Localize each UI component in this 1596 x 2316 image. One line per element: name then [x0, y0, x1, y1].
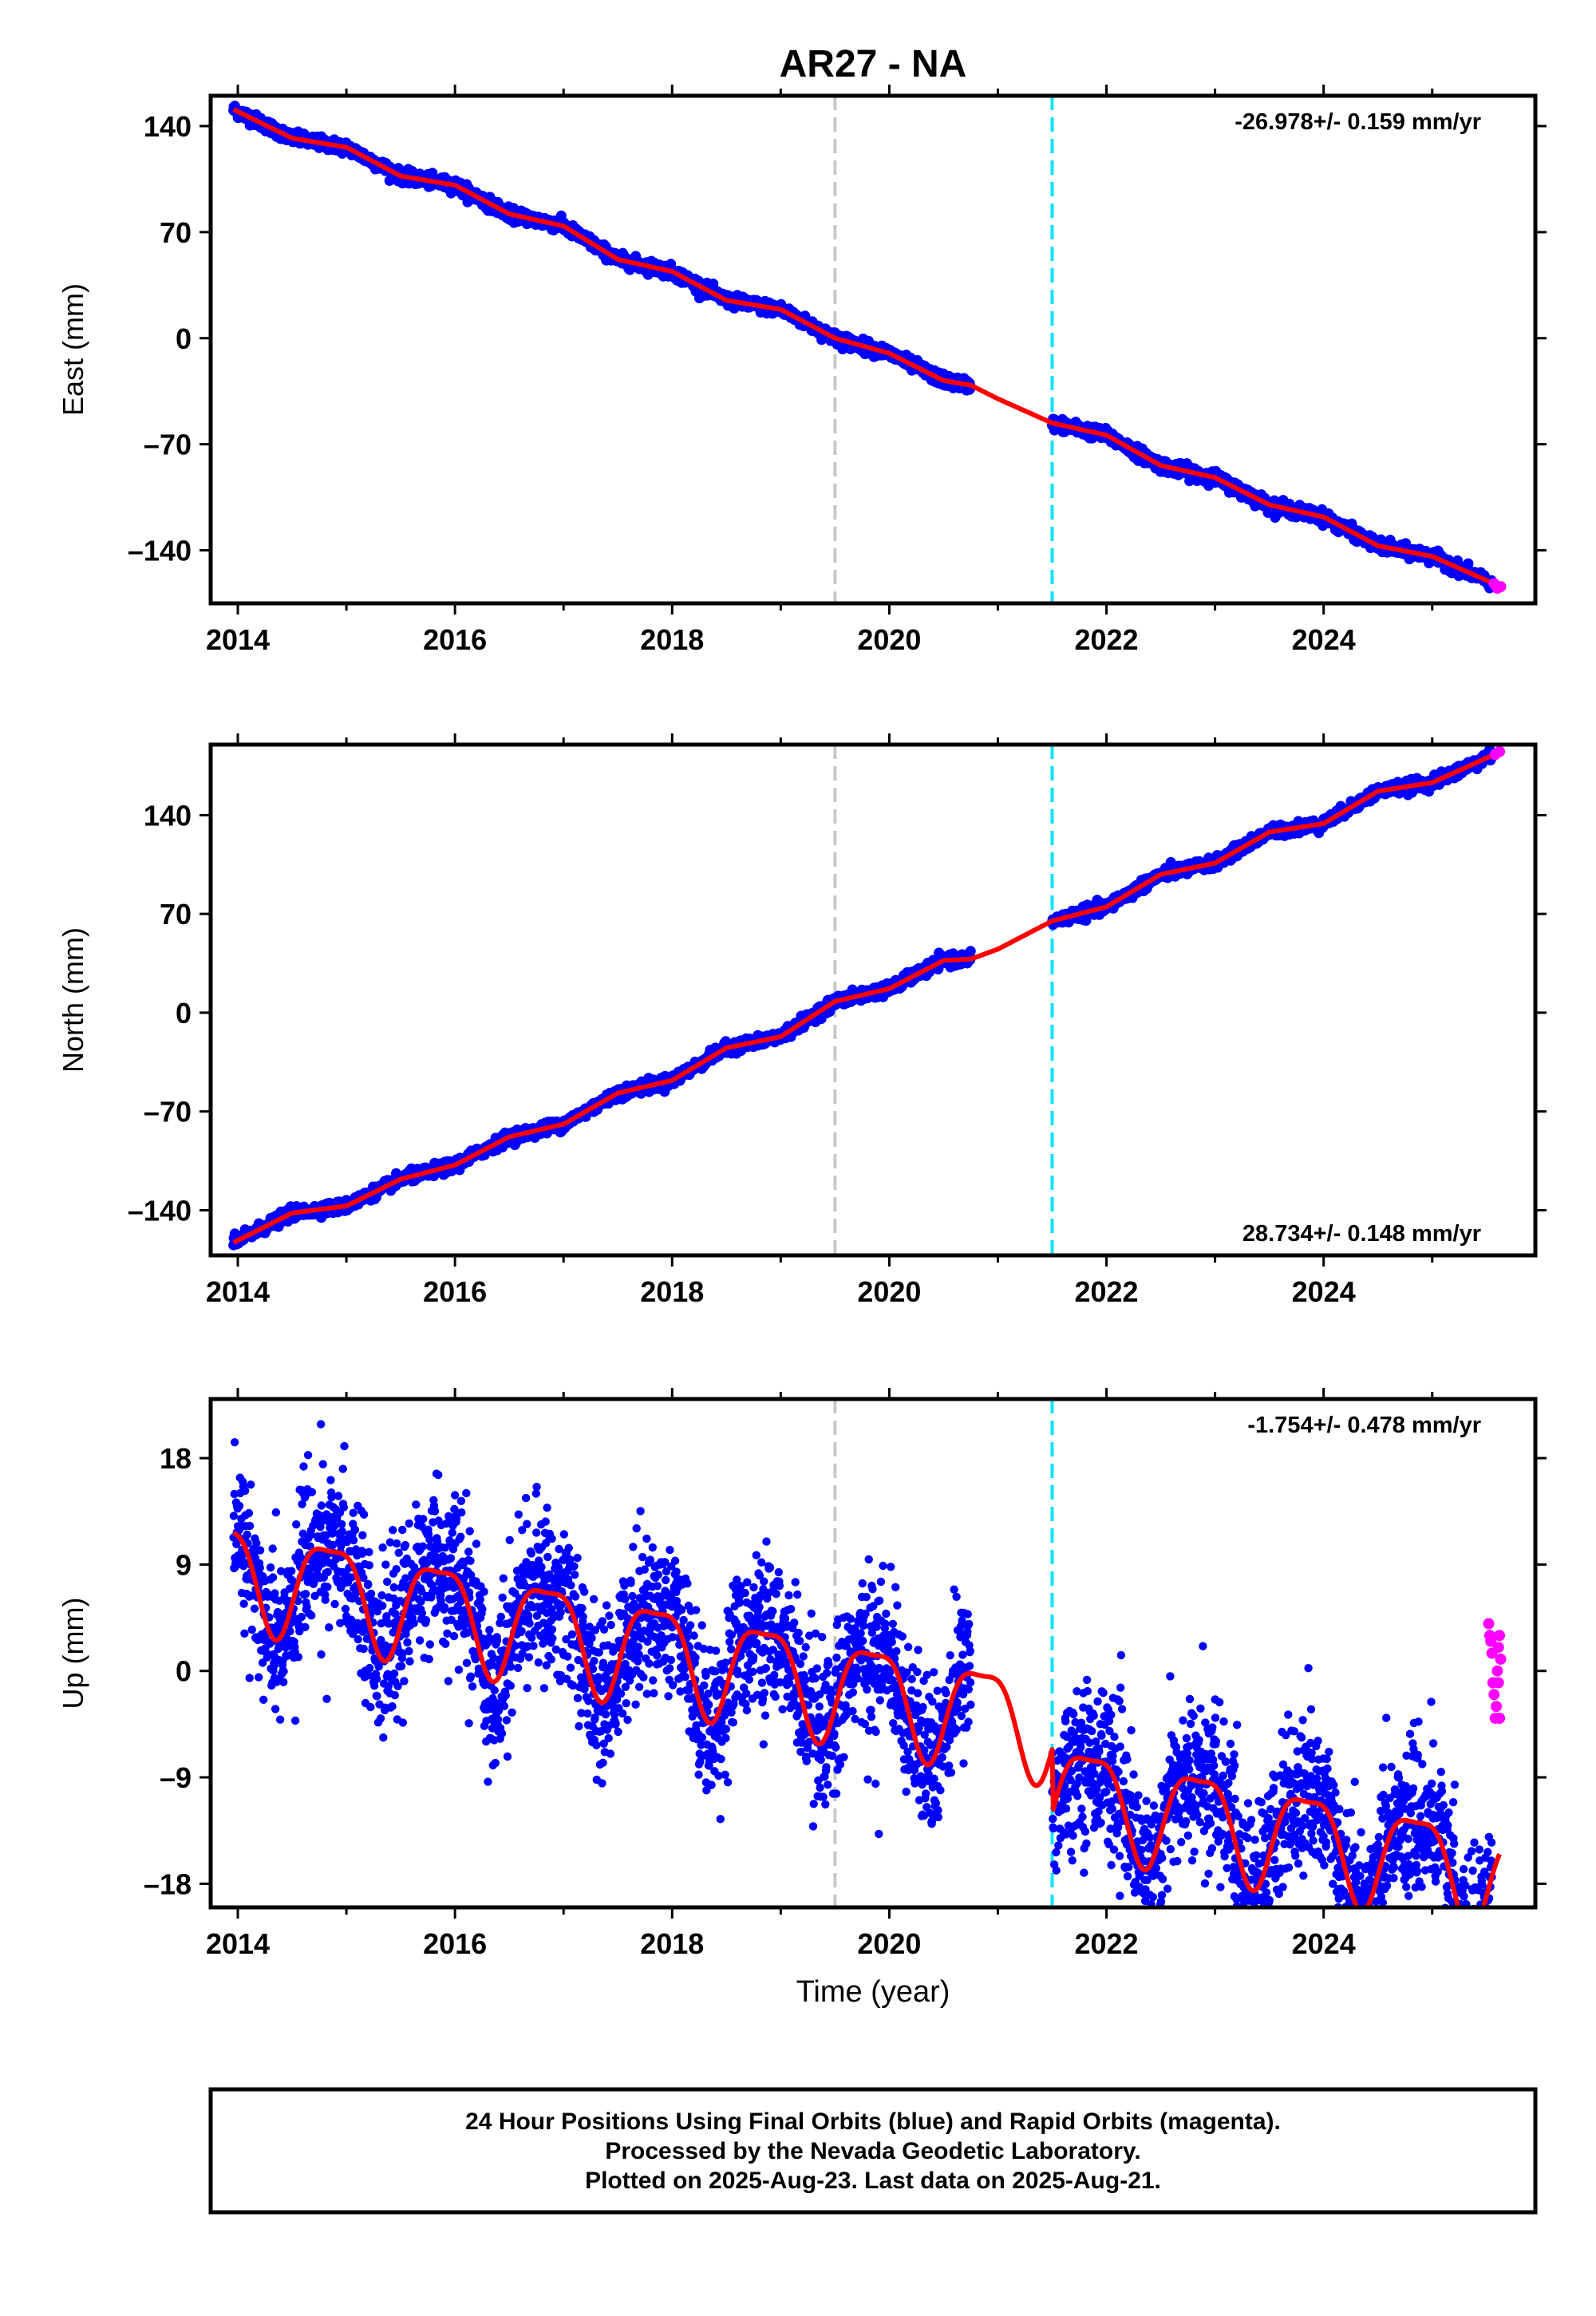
rapid-orbit-point	[1495, 581, 1507, 593]
x-tick-label: 2022	[1074, 623, 1138, 656]
east-panel: 140 70 0 –70 –140 2014 2016 2018 2020 2022 2024 Eas…	[57, 85, 1547, 656]
data-point	[965, 946, 976, 957]
x-tick-label: 2024	[1292, 623, 1356, 656]
y-axis-label: East (mm)	[57, 283, 89, 416]
chart-title: AR27 - NA	[780, 43, 967, 85]
velocity-annotation: -26.978+/- 0.159 mm/yr	[1235, 109, 1481, 135]
y-tick-label: 70	[160, 216, 192, 249]
y-tick-label: –140	[128, 535, 192, 567]
x-tick-label: 2014	[206, 623, 270, 656]
x-tick-label: 2018	[640, 623, 704, 656]
model-fit-line	[231, 107, 1501, 588]
y-tick-label: 140	[144, 110, 192, 143]
y-tick-label: 0	[176, 322, 192, 355]
x-tick-label: 2020	[857, 623, 921, 656]
y-tick-label: –70	[144, 429, 192, 461]
x-tick-label: 2016	[423, 623, 487, 656]
